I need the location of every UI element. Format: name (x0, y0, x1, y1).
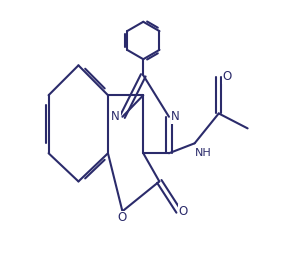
Text: N: N (171, 110, 180, 123)
Text: O: O (179, 205, 188, 218)
Text: N: N (111, 110, 120, 123)
Text: NH: NH (195, 148, 211, 157)
Text: O: O (222, 70, 231, 84)
Text: O: O (118, 211, 127, 224)
